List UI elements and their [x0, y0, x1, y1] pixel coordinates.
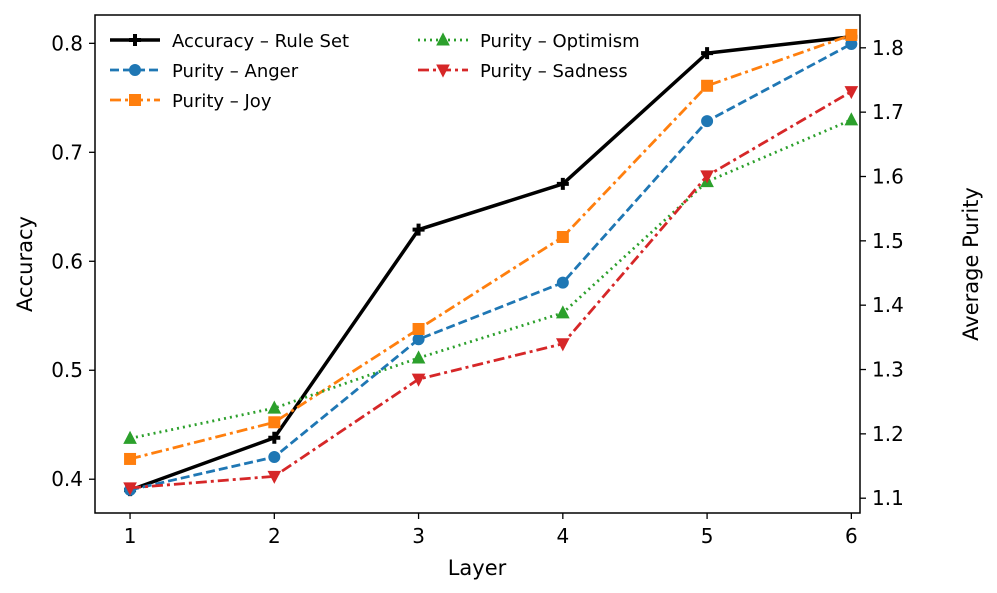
data-point [411, 373, 426, 387]
series-line [129, 35, 852, 492]
legend-item: Purity – Anger [110, 61, 299, 82]
legend-marker [129, 34, 141, 46]
data-point [268, 451, 281, 464]
x-axis-label: Layer [448, 556, 507, 580]
legend-item: Purity – Joy [110, 91, 272, 112]
y-tick-label: 0.6 [51, 249, 83, 273]
legend-label: Purity – Anger [172, 61, 299, 82]
series-1 [124, 37, 858, 496]
x-tick-label: 3 [412, 524, 425, 548]
legend-marker [129, 64, 141, 76]
y2-tick-label: 1.4 [872, 293, 904, 317]
x-tick-label: 2 [268, 524, 281, 548]
data-point [701, 79, 714, 92]
data-point [411, 350, 426, 364]
data-point [268, 431, 281, 444]
legend-label: Purity – Optimism [480, 31, 640, 52]
y2-tick-label: 1.5 [872, 229, 904, 253]
data-point [556, 177, 569, 190]
y-tick-label: 0.4 [51, 467, 83, 491]
legend: Accuracy – Rule Set Purity – Anger Purity … [110, 31, 640, 112]
legend-label: Accuracy – Rule Set [172, 31, 349, 52]
legend-item: Accuracy – Rule Set [110, 31, 349, 52]
x-tick-label: 4 [556, 524, 569, 548]
legend-marker [436, 64, 450, 78]
legend-label: Purity – Joy [172, 91, 272, 112]
series-3 [123, 112, 859, 444]
data-point [124, 452, 137, 465]
y2-tick-label: 1.7 [872, 100, 904, 124]
data-point [845, 28, 858, 41]
series-4 [123, 86, 859, 496]
legend-item: Purity – Sadness [418, 61, 628, 82]
legend-marker [436, 32, 450, 46]
y2-tick-label: 1.6 [872, 164, 904, 188]
data-point [412, 322, 425, 335]
data-point [412, 223, 425, 236]
series-line [129, 33, 852, 461]
x-tick-label: 6 [845, 524, 858, 548]
legend-marker [129, 94, 141, 106]
y-tick-label: 0.8 [51, 31, 83, 55]
data-point [123, 430, 137, 444]
y-tick-label: 0.5 [51, 358, 83, 382]
data-point [123, 482, 137, 496]
plot-frame [94, 14, 861, 514]
y-axis-label: Accuracy [13, 216, 37, 312]
data-point [267, 400, 282, 414]
data-point [556, 230, 569, 243]
series-line [129, 42, 853, 492]
data-point [556, 276, 569, 289]
x-tick-label: 1 [124, 524, 137, 548]
y2-axis-label: Average Purity [959, 187, 983, 341]
y-tick-label: 0.7 [51, 140, 83, 164]
y2-tick-label: 1.3 [872, 358, 904, 382]
data-point [844, 112, 859, 126]
y2-tick-label: 1.8 [872, 36, 904, 60]
data-point [412, 333, 425, 346]
data-point [844, 86, 859, 100]
data-point [267, 470, 282, 484]
data-point [556, 305, 570, 319]
series-2 [124, 28, 858, 465]
y2-tick-label: 1.1 [872, 486, 904, 510]
series-line [129, 90, 853, 490]
series-line [129, 118, 852, 440]
y2-tick-label: 1.2 [872, 422, 904, 446]
x-tick-label: 5 [701, 524, 714, 548]
data-point [556, 338, 570, 352]
data-point [700, 170, 714, 184]
data-point [701, 115, 714, 128]
legend-item: Purity – Optimism [418, 31, 640, 52]
data-point [268, 416, 281, 429]
data-point [701, 47, 714, 60]
legend-label: Purity – Sadness [480, 61, 628, 82]
